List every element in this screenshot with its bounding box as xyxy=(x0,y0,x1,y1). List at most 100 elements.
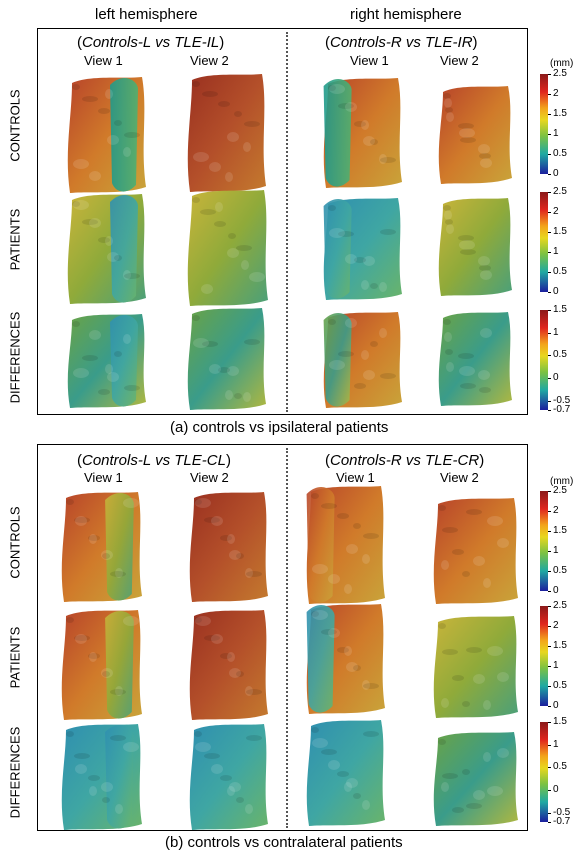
surface-a-patients-right-view2 xyxy=(438,198,512,296)
colorbar-tick-label: 1.5 xyxy=(553,716,567,727)
colorbar-tick-mark xyxy=(548,252,551,253)
colorbar-tick-label: 0 xyxy=(553,700,559,711)
surface-a-controls-right-view1 xyxy=(323,78,402,188)
colorbar-tick-mark xyxy=(548,767,551,769)
colorbar-tick-label: 1 xyxy=(553,660,559,671)
panel-b-unit-label: (mm) xyxy=(550,476,574,487)
panel-b-view-2-right: View 2 xyxy=(440,470,479,485)
colorbar-tick-label: -0.7 xyxy=(553,816,571,827)
colorbar-tick-mark xyxy=(548,94,551,95)
panel-a-view-1-right: View 1 xyxy=(350,53,389,68)
panel-b-caption: (b) controls vs contralateral patients xyxy=(165,834,403,851)
colorbar-tick-mark xyxy=(548,355,551,357)
colorbar-tick-label: 0 xyxy=(553,286,559,297)
colorbar-tick-mark xyxy=(548,212,551,213)
colorbar-tick-mark xyxy=(548,410,551,411)
surface-a-controls-left-view1 xyxy=(67,77,146,193)
panel-b xyxy=(37,444,528,831)
colorbar-tick-label: 0 xyxy=(553,168,559,179)
colorbar-tick-label: 2 xyxy=(553,505,559,516)
colorbar-tick-label: 1 xyxy=(553,545,559,556)
colorbar-tick-mark xyxy=(548,686,551,687)
colorbar-a-patients xyxy=(540,192,548,292)
colorbar-tick-mark xyxy=(548,511,551,512)
surface-b-diff-right-view2 xyxy=(433,732,518,826)
colorbar-tick-label: 1 xyxy=(553,246,559,257)
colorbar-tick-mark xyxy=(548,491,551,492)
panel-a-view-2-left: View 2 xyxy=(190,53,229,68)
colorbar-tick-label: 2 xyxy=(553,620,559,631)
left-hemisphere-header: left hemisphere xyxy=(95,6,198,23)
panel-b-left-title: (Controls-L vs TLE-CL) xyxy=(77,452,231,469)
colorbar-tick-label: 1 xyxy=(553,128,559,139)
surface-b-controls-right-view2 xyxy=(433,498,518,604)
panel-b-right-title: (Controls-R vs TLE-CR) xyxy=(325,452,485,469)
colorbar-tick-label: 1.5 xyxy=(553,108,567,119)
colorbar-tick-label: 0 xyxy=(553,372,559,384)
surface-b-diff-left-view1 xyxy=(61,724,142,830)
colorbar-tick-mark xyxy=(548,722,551,723)
colorbar-tick-mark xyxy=(548,591,551,592)
surface-a-patients-right-view1 xyxy=(323,198,402,300)
colorbar-tick-mark xyxy=(548,378,551,380)
surface-a-diff-right-view2 xyxy=(438,312,512,406)
colorbar-tick-label: 0.5 xyxy=(553,349,567,361)
colorbar-tick-label: 1.5 xyxy=(553,640,567,651)
colorbar-tick-mark xyxy=(548,114,551,115)
colorbar-tick-mark xyxy=(548,192,551,193)
surface-b-controls-left-view2 xyxy=(189,492,268,602)
panel-b-view-2-left: View 2 xyxy=(190,470,229,485)
surface-b-patients-right-view2 xyxy=(433,616,518,718)
panel-a-divider xyxy=(286,32,288,412)
surface-b-diff-right-view1 xyxy=(306,720,385,826)
colorbar-a-differences xyxy=(540,310,548,410)
surface-b-patients-left-view1 xyxy=(61,610,142,720)
colorbar-tick-mark xyxy=(548,232,551,233)
colorbar-tick-mark xyxy=(548,272,551,273)
colorbar-tick-label: 2.5 xyxy=(553,186,567,197)
panel-a-view-2-right: View 2 xyxy=(440,53,479,68)
surface-b-patients-right-view1 xyxy=(306,604,385,714)
colorbar-tick-mark xyxy=(548,626,551,627)
surface-a-diff-right-view1 xyxy=(323,312,402,408)
colorbar-tick-mark xyxy=(548,400,551,402)
colorbar-a-controls xyxy=(540,74,548,174)
panel-b-view-1-left: View 1 xyxy=(84,470,123,485)
panel-b-divider xyxy=(286,448,288,828)
colorbar-tick-label: -0.5 xyxy=(553,394,571,406)
colorbar-tick-mark xyxy=(548,706,551,707)
surface-b-patients-left-view2 xyxy=(189,610,268,720)
colorbar-tick-mark xyxy=(548,822,551,823)
colorbar-tick-mark xyxy=(548,666,551,667)
surface-a-controls-right-view2 xyxy=(438,86,512,184)
panel-b-view-1-right: View 1 xyxy=(336,470,375,485)
colorbar-tick-label: 2.5 xyxy=(553,600,567,611)
colorbar-tick-label: -0.5 xyxy=(553,806,571,818)
panel-a-unit-label: (mm) xyxy=(550,58,574,69)
colorbar-tick-label: 2 xyxy=(553,206,559,217)
colorbar-tick-label: 0.5 xyxy=(553,266,567,277)
panel-a-right-title: (Controls-R vs TLE-IR) xyxy=(325,34,478,51)
colorbar-tick-label: 2.5 xyxy=(553,485,567,496)
colorbar-tick-mark xyxy=(548,744,551,746)
colorbar-tick-label: 1.5 xyxy=(553,304,567,315)
surface-a-controls-left-view2 xyxy=(187,74,266,192)
colorbar-tick-label: 0.5 xyxy=(553,565,567,576)
colorbar-tick-mark xyxy=(548,812,551,814)
panel-a xyxy=(37,28,528,415)
colorbar-b-patients xyxy=(540,606,548,706)
colorbar-tick-label: 1 xyxy=(553,738,559,750)
colorbar-tick-mark xyxy=(548,292,551,293)
colorbar-tick-mark xyxy=(548,531,551,532)
colorbar-tick-label: 1 xyxy=(553,326,559,338)
colorbar-tick-label: 1.5 xyxy=(553,525,567,536)
colorbar-tick-label: 1.5 xyxy=(553,226,567,237)
panel-a-left-title: (Controls-L vs TLE-IL) xyxy=(77,34,225,51)
colorbar-tick-mark xyxy=(548,310,551,311)
colorbar-b-controls xyxy=(540,491,548,591)
colorbar-tick-label: 0.5 xyxy=(553,761,567,773)
surface-a-patients-left-view2 xyxy=(187,190,268,306)
surface-b-diff-left-view2 xyxy=(189,724,268,830)
surface-a-patients-left-view1 xyxy=(67,194,146,304)
